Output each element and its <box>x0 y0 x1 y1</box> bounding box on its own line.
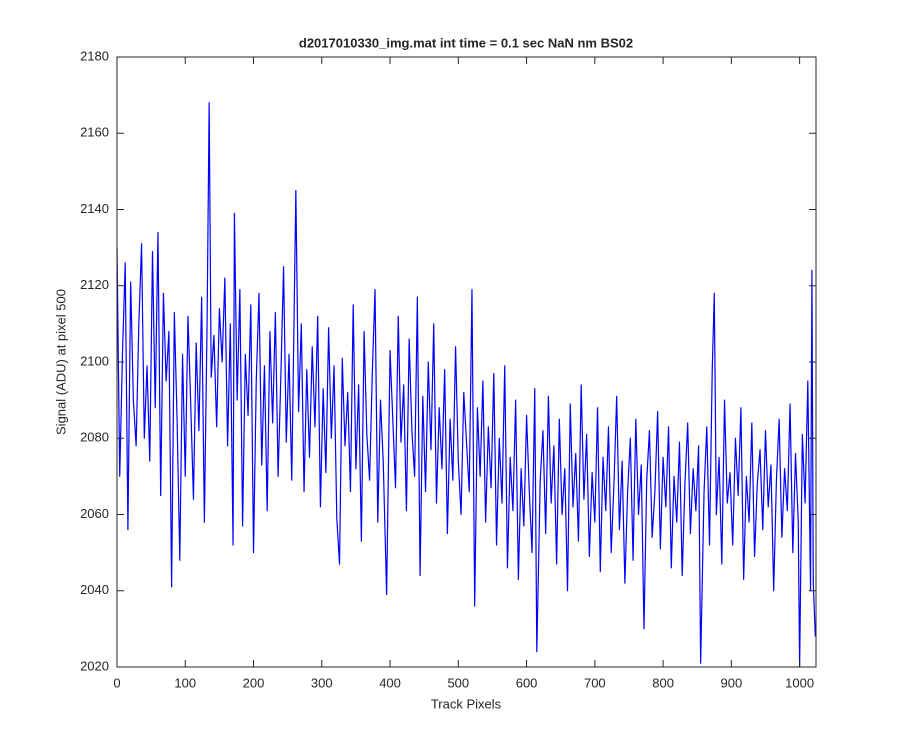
y-tick-label: 2060 <box>80 506 109 521</box>
y-tick-label: 2040 <box>80 582 109 597</box>
x-tick-label: 500 <box>447 675 469 690</box>
y-tick-label: 2140 <box>80 201 109 216</box>
x-tick-label: 800 <box>652 675 674 690</box>
y-tick-label: 2100 <box>80 353 109 368</box>
y-tick-label: 2180 <box>80 48 109 63</box>
data-line <box>116 102 816 668</box>
x-tick-label: 300 <box>311 675 333 690</box>
y-axis-label: Signal (ADU) at pixel 500 <box>53 289 68 435</box>
x-tick-label: 1000 <box>785 675 814 690</box>
plot-area <box>116 102 816 668</box>
x-tick-label: 100 <box>174 675 196 690</box>
x-axis-label: Track Pixels <box>431 696 502 711</box>
y-tick-label: 2020 <box>80 658 109 673</box>
x-tick-label: 0 <box>113 675 120 690</box>
x-tick-label: 400 <box>379 675 401 690</box>
y-tick-label: 2080 <box>80 430 109 445</box>
x-tick-label: 700 <box>584 675 606 690</box>
y-tick-label: 2120 <box>80 277 109 292</box>
x-tick-label: 600 <box>516 675 538 690</box>
chart-title: d2017010330_img.mat int time = 0.1 sec N… <box>299 35 633 50</box>
x-tick-label: 900 <box>721 675 743 690</box>
x-tick-label: 200 <box>243 675 265 690</box>
y-tick-label: 2160 <box>80 125 109 140</box>
